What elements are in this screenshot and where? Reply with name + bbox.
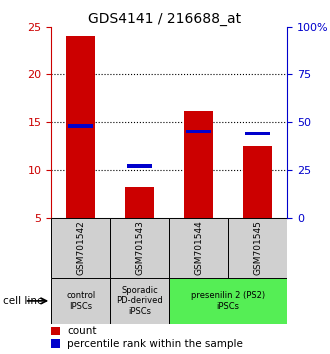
Bar: [243, 146, 272, 218]
Text: percentile rank within the sample: percentile rank within the sample: [67, 338, 243, 349]
Text: GSM701544: GSM701544: [194, 221, 203, 275]
Bar: [51, 218, 110, 278]
Bar: [125, 187, 154, 218]
Bar: [184, 111, 214, 218]
Text: cell line: cell line: [3, 296, 44, 306]
Bar: [127, 164, 152, 168]
Text: count: count: [67, 326, 97, 336]
Bar: [245, 132, 270, 135]
Bar: [110, 278, 169, 324]
Bar: [51, 278, 110, 324]
Text: Sporadic
PD-derived
iPSCs: Sporadic PD-derived iPSCs: [116, 286, 163, 316]
Bar: [51, 326, 60, 335]
Bar: [110, 218, 169, 278]
Text: presenilin 2 (PS2)
iPSCs: presenilin 2 (PS2) iPSCs: [191, 291, 265, 310]
Bar: [169, 278, 287, 324]
Text: GSM701543: GSM701543: [135, 220, 144, 275]
Bar: [68, 124, 93, 128]
Bar: [51, 339, 60, 348]
Bar: [66, 36, 95, 218]
Text: control
IPSCs: control IPSCs: [66, 291, 95, 310]
Bar: [169, 218, 228, 278]
Text: GSM701545: GSM701545: [253, 220, 262, 275]
Text: GSM701542: GSM701542: [76, 221, 85, 275]
Text: GDS4141 / 216688_at: GDS4141 / 216688_at: [88, 12, 242, 27]
Bar: [228, 218, 287, 278]
Bar: [186, 130, 211, 133]
